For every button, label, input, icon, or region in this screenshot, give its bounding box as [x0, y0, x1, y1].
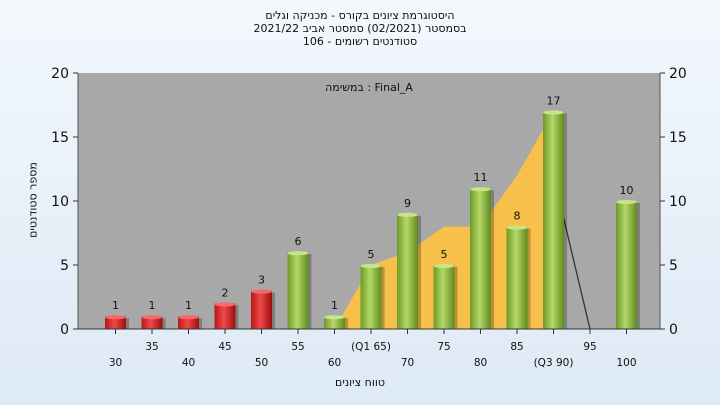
bar-45 [214, 303, 236, 329]
plot-annotation: במשימה : Final_A [325, 81, 413, 94]
title-line-2: בסמסטר (02/2021) סמסטר אביב 2021/22 [253, 22, 467, 35]
bar-40 [178, 316, 199, 329]
bar-top-50 [251, 289, 272, 294]
bar-60 [324, 316, 345, 329]
x-tick-label: 55 [291, 341, 304, 353]
y-tick-label-left: 20 [51, 66, 69, 82]
bar-value-label: 3 [258, 274, 265, 287]
bar-top-40 [178, 315, 199, 320]
y-tick-label-right: 0 [669, 322, 678, 338]
bar-top-90 [543, 110, 564, 115]
title-line-3: סטודנטים רשומים - 106 [302, 35, 418, 48]
x-tick-label: 75 [437, 341, 450, 353]
bar-50 [251, 290, 272, 329]
x-tick-label: 80 [474, 357, 487, 369]
bar-value-label: 6 [295, 235, 302, 248]
y-tick-label-left: 0 [60, 322, 69, 338]
bar-top-75 [433, 264, 455, 268]
bar-value-label: 1 [331, 299, 338, 312]
bar-85 [506, 226, 528, 329]
bar-value-label: 5 [368, 248, 375, 261]
bar-value-label: 8 [514, 210, 521, 223]
bar-100 [616, 201, 637, 329]
bar-value-label: 11 [474, 171, 488, 184]
bar-value-label: 1 [185, 299, 192, 312]
bar-top-85 [506, 225, 528, 230]
bar-top-60 [324, 315, 345, 320]
x-tick-label: 35 [145, 341, 158, 353]
x-tick-label: 95 [583, 341, 596, 353]
bar-35 [141, 316, 163, 329]
bar-top-100 [616, 200, 637, 204]
bar-value-label: 5 [441, 248, 448, 261]
bar-70 [397, 213, 418, 329]
bar-65 [360, 265, 382, 329]
cumulative-area-series [334, 111, 554, 330]
bar-top-55 [287, 251, 309, 256]
y-tick-label-right: 15 [669, 130, 687, 146]
bar-90 [543, 111, 564, 330]
x-tick-label: (Q3 90) [534, 357, 574, 369]
x-tick-label: 85 [510, 341, 523, 353]
bar-value-label: 2 [222, 286, 229, 299]
x-tick-label: 70 [401, 357, 414, 369]
y-tick-label-left: 10 [51, 194, 69, 210]
bar-80 [470, 188, 491, 329]
bar-75 [433, 265, 455, 329]
bar-value-label: 9 [404, 197, 411, 210]
x-tick-label: 40 [182, 357, 195, 369]
x-axis-label: טווח ציונים [335, 376, 385, 389]
bar-top-80 [470, 187, 491, 192]
y-tick-label-left: 15 [51, 130, 69, 146]
chart-title: היסטוגרמת ציונים בקורס - מכניקה וגלים בס… [0, 9, 720, 48]
bar-top-65 [360, 264, 382, 268]
bar-value-label: 17 [547, 94, 561, 107]
title-line-1: היסטוגרמת ציונים בקורס - מכניקה וגלים [265, 9, 455, 22]
x-tick-label: 45 [218, 341, 231, 353]
bar-value-label: 10 [620, 184, 634, 197]
bar-top-30 [105, 315, 126, 320]
bar-30 [105, 316, 126, 329]
x-tick-label: (Q1 65) [351, 341, 391, 353]
bar-top-35 [141, 315, 163, 320]
bar-top-45 [214, 302, 236, 307]
bar-top-70 [397, 212, 418, 217]
x-tick-label: 30 [109, 357, 122, 369]
y-tick-label-right: 20 [669, 66, 687, 82]
bar-value-label: 1 [112, 299, 119, 312]
y-tick-label-left: 5 [60, 258, 69, 274]
x-tick-label: 100 [616, 357, 636, 369]
x-tick-label: 50 [255, 357, 268, 369]
x-tick-label: 60 [328, 357, 341, 369]
bar-55 [287, 252, 309, 329]
y-tick-label-right: 5 [669, 258, 678, 274]
y-tick-label-right: 10 [669, 194, 687, 210]
bar-value-label: 1 [149, 299, 156, 312]
